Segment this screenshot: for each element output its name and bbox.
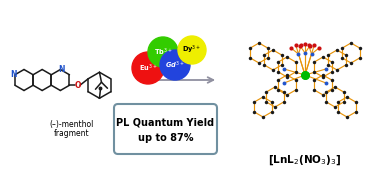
FancyArrowPatch shape	[151, 77, 213, 83]
Text: Dy$^{3+}$: Dy$^{3+}$	[183, 44, 201, 56]
Circle shape	[132, 52, 164, 84]
Text: N: N	[58, 65, 65, 74]
Text: Gd$^{3+}$: Gd$^{3+}$	[165, 59, 185, 71]
Text: fragment: fragment	[54, 128, 90, 137]
Text: up to 87%: up to 87%	[138, 133, 193, 143]
Text: N: N	[11, 70, 17, 79]
Text: PL Quantum Yield: PL Quantum Yield	[116, 118, 215, 128]
Text: Tb$^{3+}$: Tb$^{3+}$	[154, 46, 172, 58]
Circle shape	[178, 36, 206, 64]
Text: O: O	[74, 81, 81, 90]
Circle shape	[160, 50, 190, 80]
Circle shape	[148, 37, 178, 67]
FancyBboxPatch shape	[114, 104, 217, 154]
Text: Eu$^{3+}$: Eu$^{3+}$	[139, 62, 157, 74]
Text: (–)-menthol: (–)-menthol	[50, 121, 94, 130]
Text: [LnL$_2$(NO$_3$)$_3$]: [LnL$_2$(NO$_3$)$_3$]	[268, 153, 342, 167]
